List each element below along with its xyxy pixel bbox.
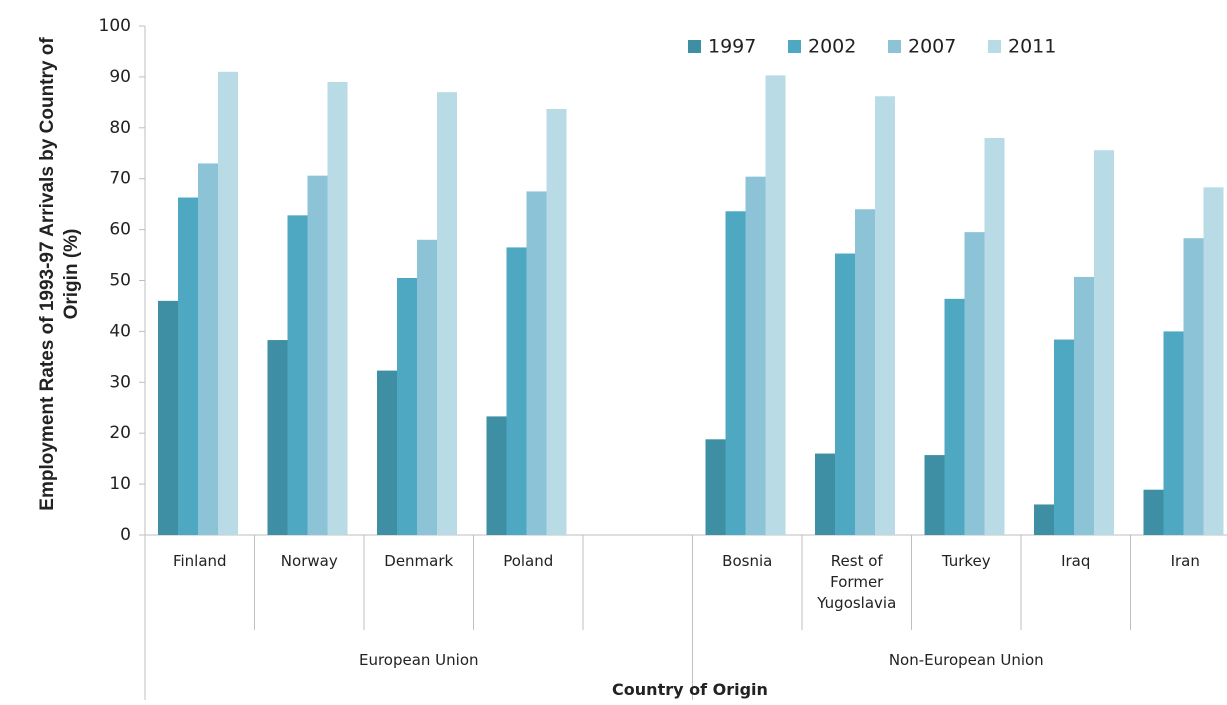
- y-tick-label: 90: [109, 67, 131, 87]
- group-label: Non-European Union: [888, 651, 1044, 669]
- bar: [327, 81, 348, 536]
- bar: [1074, 276, 1094, 535]
- bar: [835, 253, 855, 535]
- bar: [984, 137, 1005, 536]
- bar: [307, 175, 328, 535]
- legend-swatch: [888, 40, 901, 53]
- x-tick-label: Finland: [172, 552, 227, 570]
- bar: [1054, 339, 1074, 535]
- bar: [924, 455, 945, 535]
- y-tick-label: 0: [120, 525, 131, 545]
- y-tick-label: 50: [109, 271, 131, 291]
- legend-swatch: [788, 40, 801, 53]
- legend-swatch: [988, 40, 1001, 53]
- bar: [1094, 150, 1114, 536]
- bar: [287, 215, 308, 535]
- legend-label: 2002: [808, 36, 856, 58]
- y-tick-label: 40: [109, 321, 131, 341]
- x-tick-label: Bosnia: [722, 552, 773, 570]
- x-tick-label: Turkey: [941, 552, 991, 570]
- y-tick-label: 100: [99, 16, 131, 36]
- bar: [815, 453, 835, 535]
- legend-label: 2011: [1008, 36, 1056, 58]
- y-tick-label: 30: [109, 372, 131, 392]
- x-tick-label: Poland: [503, 552, 554, 570]
- bar: [1034, 504, 1054, 535]
- y-tick-label: 70: [109, 169, 131, 189]
- bar: [546, 108, 567, 535]
- y-tick-label: 20: [109, 423, 131, 443]
- bar: [725, 211, 746, 535]
- bar: [765, 75, 786, 536]
- x-tick-label: Iraq: [1061, 552, 1091, 570]
- bar: [506, 247, 527, 536]
- y-tick-label: 60: [109, 220, 131, 240]
- bar: [745, 176, 766, 535]
- x-tick-label: Iran: [1170, 552, 1200, 570]
- x-tick-label: Rest of Former Yugoslavia: [817, 552, 897, 612]
- bar: [875, 96, 895, 535]
- bar: [944, 298, 965, 535]
- legend-swatch: [688, 40, 701, 53]
- bar: [417, 239, 437, 535]
- legend-label: 1997: [708, 36, 756, 58]
- bar: [1183, 238, 1204, 536]
- y-tick-label: 10: [109, 474, 131, 494]
- legend-label: 2007: [908, 36, 956, 58]
- bar: [158, 300, 178, 535]
- bar: [218, 71, 238, 535]
- bar: [437, 92, 457, 536]
- bar: [526, 191, 547, 536]
- y-tick-label: 80: [109, 118, 131, 138]
- bar: [397, 277, 417, 535]
- bar: [178, 197, 198, 535]
- group-label: European Union: [358, 651, 479, 669]
- x-tick-label: Denmark: [384, 552, 454, 570]
- y-axis-title: Employment Rates of 1993-97 Arrivals by …: [37, 37, 82, 511]
- bar: [855, 209, 875, 536]
- bar: [377, 370, 397, 535]
- x-tick-label: Norway: [280, 552, 338, 570]
- bar: [267, 340, 288, 535]
- x-axis-title: Country of Origin: [612, 680, 768, 699]
- bar: [486, 416, 507, 535]
- bar: [198, 163, 218, 535]
- bar: [1143, 489, 1164, 535]
- bar: [1203, 187, 1224, 535]
- bar: [964, 232, 985, 535]
- bar: [1163, 331, 1184, 535]
- bar: [705, 439, 726, 535]
